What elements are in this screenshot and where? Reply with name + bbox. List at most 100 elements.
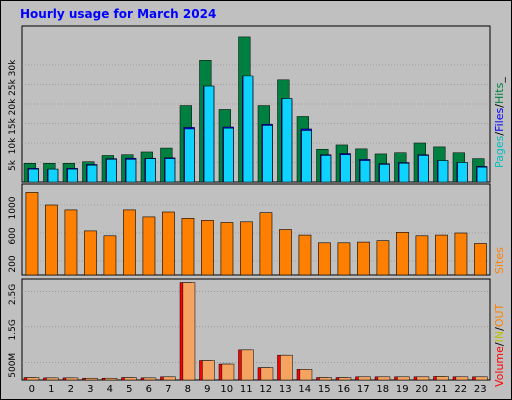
bar-sites (64, 209, 78, 276)
bar-volume-out (46, 377, 59, 381)
x-tick-label: 15 (318, 384, 331, 395)
bar-sites (25, 192, 39, 276)
bar-pages (223, 127, 234, 183)
x-tick-label: 6 (146, 384, 152, 395)
bar-sites (220, 222, 234, 276)
x-tick-label: 17 (357, 384, 370, 395)
bar-sites (454, 232, 468, 276)
x-tick-label: 12 (259, 384, 272, 395)
bar-pages (379, 164, 390, 183)
x-tick-label: 20 (415, 384, 428, 395)
bar-sites (201, 220, 214, 276)
bar-volume-out (338, 377, 352, 381)
legend-sites: Sites (493, 247, 506, 274)
bar-volume-out (377, 376, 391, 381)
bar-pages (301, 130, 312, 183)
x-tick-label: 14 (298, 384, 311, 395)
y-tick-label: 2.5G (8, 284, 18, 305)
legend-in: IN (493, 331, 506, 342)
bar-sites (474, 243, 487, 276)
bar-sites (415, 235, 429, 276)
chart-title: Hourly usage for March 2024 (20, 7, 217, 21)
y-tick-label: 15k (8, 117, 18, 134)
bar-pages (418, 155, 429, 183)
y-tick-label: 200 (8, 255, 18, 272)
y-tick-label: 600 (8, 227, 18, 244)
x-ticks: 0 1 2 3 4 5 6 7 8 9 10 11 12 13 14 15 16 17 18 19 20 21 22 23 (29, 384, 487, 395)
bar-pages (125, 159, 137, 183)
legend-pages: Pages (493, 135, 506, 168)
bar-pages (164, 158, 176, 183)
bar-sites (103, 235, 117, 276)
x-tick-label: 1 (48, 384, 54, 395)
x-tick-label: 16 (337, 384, 350, 395)
legend-volume-in-out: Volume/IN/OUT (493, 303, 506, 387)
y-tick-label: 5k (8, 159, 18, 171)
bar-volume-out (65, 377, 79, 381)
x-tick-label: 8 (185, 384, 191, 395)
bar-sites (142, 216, 156, 276)
x-tick-label: 13 (279, 384, 292, 395)
bar-sites (337, 242, 351, 276)
x-tick-label: 19 (396, 384, 409, 395)
bar-pages (145, 158, 156, 183)
bar-pages (28, 168, 39, 183)
bar-sites (298, 234, 312, 276)
bar-volume-out (124, 377, 137, 381)
bars (23, 36, 488, 381)
bar-sites (357, 241, 370, 276)
bar-pages (47, 168, 59, 183)
y-tick-label: 20k (8, 98, 18, 115)
bar-sites (376, 240, 390, 276)
bar-volume-out (143, 377, 157, 381)
bar-pages (320, 155, 332, 183)
x-tick-label: 5 (126, 384, 132, 395)
bar-volume-out (416, 376, 430, 381)
bar-volume-out (436, 376, 449, 381)
legend-sep-2: / (493, 104, 506, 108)
x-tick-label: 21 (435, 384, 448, 395)
legends: Pages/Files/Hits_ Sites Volume/IN/OUT (493, 77, 506, 387)
legend-out: OUT (493, 303, 506, 327)
bar-volume-out (299, 369, 313, 381)
bar-pages (203, 85, 215, 183)
y-tick-label: 25k (8, 78, 18, 95)
x-tick-label: 11 (240, 384, 253, 395)
x-tick-label: 18 (376, 384, 389, 395)
bar-volume-out (475, 376, 488, 381)
bar-volume-out (319, 377, 332, 381)
panel-sites (21, 183, 491, 276)
bar-pages (437, 160, 449, 183)
y-ticks: 5k 10k 15k 20k 25k 30k 200 600 1000 500M 1.5G 2.5G (8, 59, 18, 378)
x-tick-label: 2 (68, 384, 74, 395)
bar-volume-out (202, 360, 215, 381)
bar-volume-out (85, 377, 98, 381)
bar-sites (240, 221, 253, 276)
bar-volume-out (241, 349, 254, 381)
bar-pages (398, 163, 410, 183)
x-tick-label: 7 (165, 384, 171, 395)
legend-sep-3: / (493, 342, 506, 346)
bar-pages (281, 98, 293, 183)
x-tick-label: 22 (454, 384, 467, 395)
bar-volume-out (280, 354, 293, 381)
bar-pages (262, 125, 273, 183)
y-tick-label: 1000 (8, 196, 18, 219)
legend-sep-1: / (493, 132, 506, 136)
y-tick-label: 10k (8, 137, 18, 154)
panels (21, 25, 491, 381)
bar-volume-out (260, 367, 274, 381)
legend-hits: Hits (493, 82, 506, 104)
bar-volume-out (104, 377, 118, 381)
bar-sites (318, 242, 331, 276)
bar-sites (435, 234, 448, 276)
legend-sep-4: / (493, 327, 506, 331)
legend-sites-label: Sites (493, 247, 506, 274)
bar-sites (259, 212, 273, 276)
legend-hits-files-pages: Pages/Files/Hits_ (493, 77, 506, 168)
bar-volume-out (163, 376, 176, 381)
bar-volume-out (455, 376, 469, 381)
bar-volume-out (182, 282, 196, 381)
legend-sep-end: _ (493, 77, 506, 84)
